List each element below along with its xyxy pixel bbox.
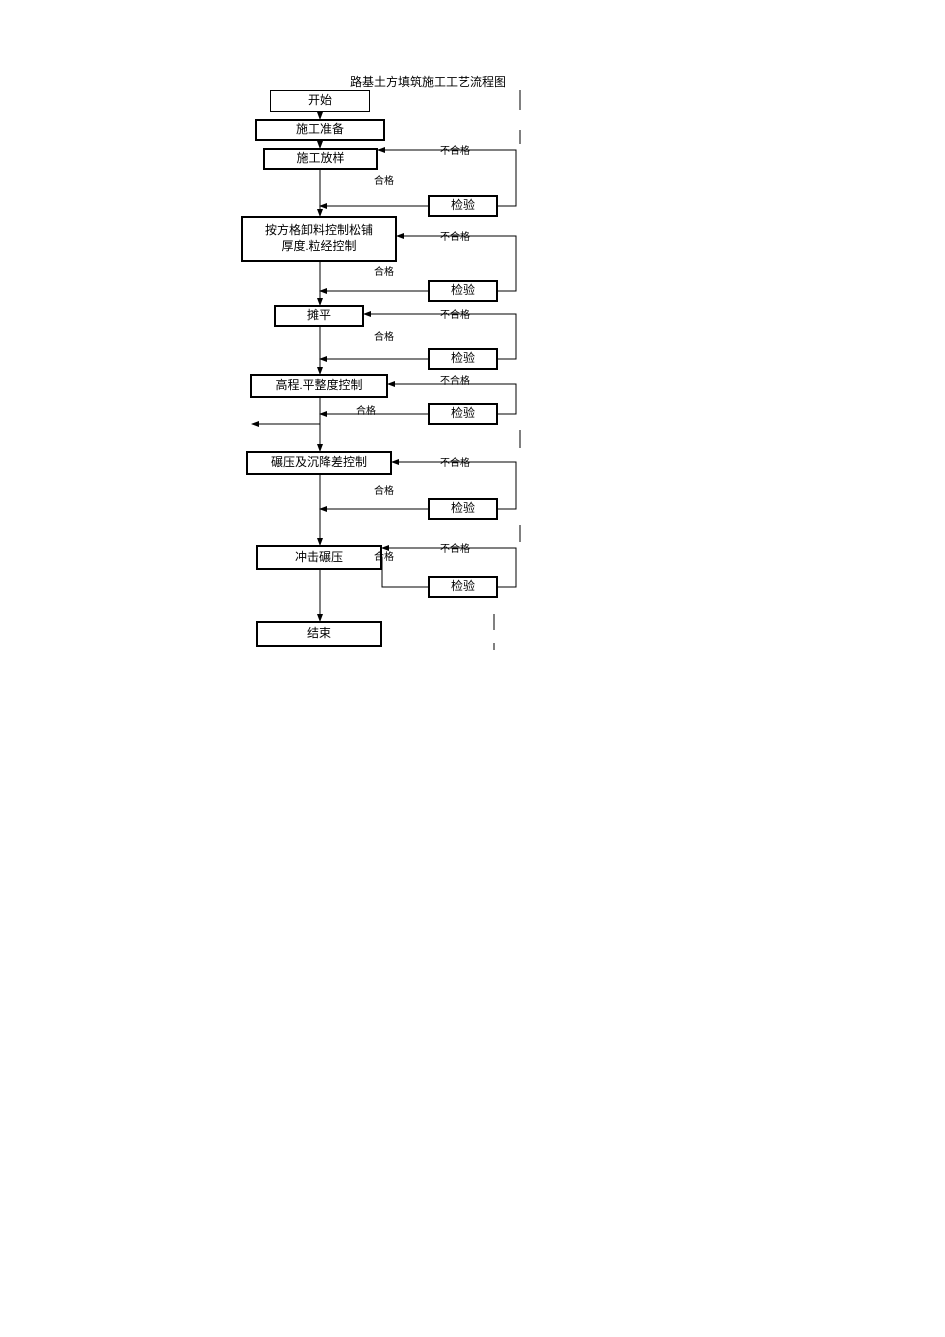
node-chk3: 检验 bbox=[428, 348, 498, 370]
node-label-elev: 高程.平整度控制 bbox=[275, 378, 362, 394]
node-label-chk3: 检验 bbox=[451, 351, 475, 367]
node-label-chk2: 检验 bbox=[451, 283, 475, 299]
edge-label-17: 合格 bbox=[374, 482, 394, 497]
node-label-spread: 摊平 bbox=[307, 308, 331, 324]
node-label-chk6: 检验 bbox=[451, 579, 475, 595]
edge-label-11: 合格 bbox=[374, 263, 394, 278]
edge-label-14: 不合格 bbox=[440, 372, 470, 387]
edge-label-19: 合格 bbox=[374, 548, 394, 563]
node-chk4: 检验 bbox=[428, 403, 498, 425]
edge-label-18: 不合格 bbox=[440, 540, 470, 555]
node-label-chk1: 检验 bbox=[451, 198, 475, 214]
node-label-end: 结束 bbox=[307, 626, 331, 642]
node-label-chk4: 检验 bbox=[451, 406, 475, 422]
node-chk6: 检验 bbox=[428, 576, 498, 598]
node-chk2: 检验 bbox=[428, 280, 498, 302]
flowchart-title: 路基土方填筑施工工艺流程图 bbox=[350, 73, 506, 90]
edge-label-10: 不合格 bbox=[440, 228, 470, 243]
node-impact: 冲击碾压 bbox=[256, 545, 382, 570]
edge-label-9: 合格 bbox=[374, 172, 394, 187]
node-elev: 高程.平整度控制 bbox=[250, 374, 388, 398]
node-label-roll: 碾压及沉降差控制 bbox=[271, 455, 367, 471]
node-start: 开始 bbox=[270, 90, 370, 112]
node-label-layout: 施工放样 bbox=[296, 151, 344, 167]
node-grid: 按方格卸料控制松铺厚度.粒经控制 bbox=[241, 216, 397, 262]
edge-label-8: 不合格 bbox=[440, 142, 470, 157]
edge-label-12: 不合格 bbox=[440, 306, 470, 321]
node-label-chk5: 检验 bbox=[451, 501, 475, 517]
edge-label-16: 不合格 bbox=[440, 454, 470, 469]
node-prep: 施工准备 bbox=[255, 119, 385, 141]
node-label-start: 开始 bbox=[308, 93, 332, 109]
node-chk5: 检验 bbox=[428, 498, 498, 520]
edge-label-15: 合格 bbox=[356, 402, 376, 417]
node-chk1: 检验 bbox=[428, 195, 498, 217]
edge-label-13: 合格 bbox=[374, 328, 394, 343]
node-label-grid: 按方格卸料控制松铺厚度.粒经控制 bbox=[265, 223, 373, 254]
node-layout: 施工放样 bbox=[263, 148, 378, 170]
node-label-impact: 冲击碾压 bbox=[295, 550, 343, 566]
node-roll: 碾压及沉降差控制 bbox=[246, 451, 392, 475]
node-label-prep: 施工准备 bbox=[296, 122, 344, 138]
node-spread: 摊平 bbox=[274, 305, 364, 327]
node-end: 结束 bbox=[256, 621, 382, 647]
